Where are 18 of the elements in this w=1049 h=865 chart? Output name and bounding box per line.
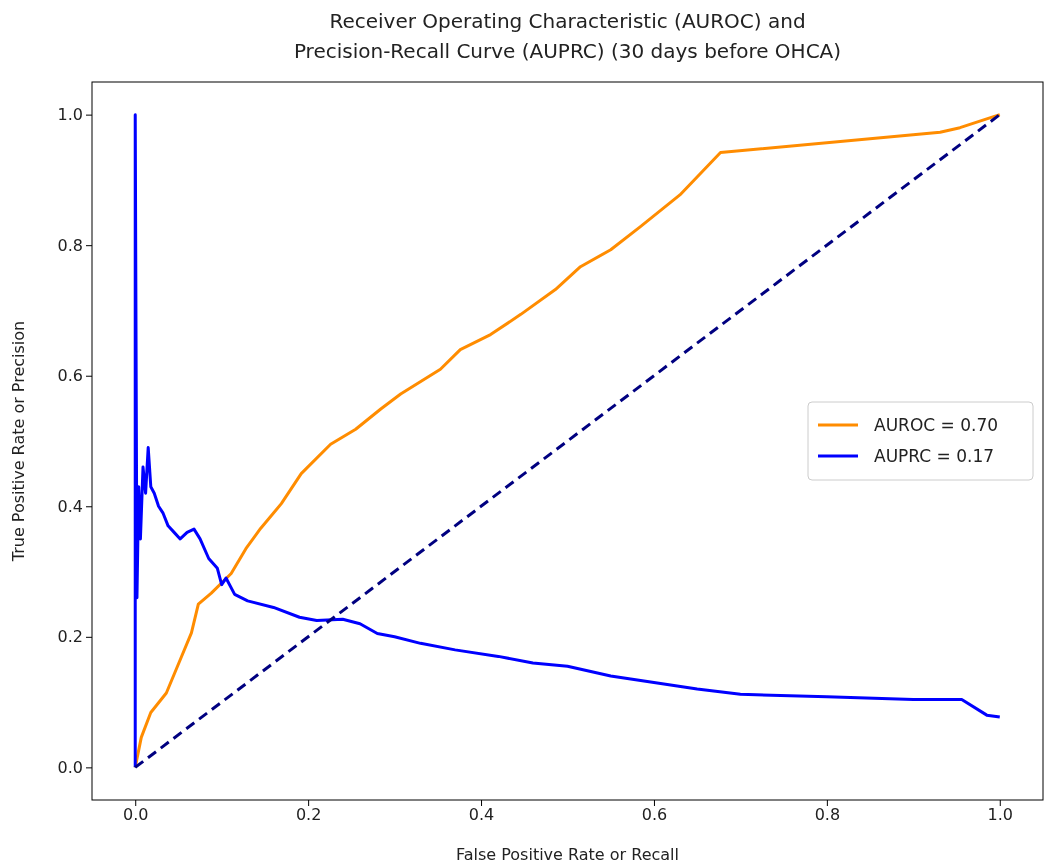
x-tick-label: 0.4 — [468, 805, 495, 825]
x-axis-title: False Positive Rate or Recall — [456, 845, 679, 864]
y-tick-label: 0.6 — [57, 366, 83, 386]
x-tick-label: 0.8 — [814, 805, 841, 825]
chart-title: Receiver Operating Characteristic (AUROC) and Precision-Recall Curve (AUPRC) (30 days before OHCA) — [293, 9, 842, 63]
x-tick-label: 0.0 — [123, 805, 149, 825]
y-tick-label: 0.4 — [57, 496, 83, 516]
x-tick-label: 1.0 — [987, 805, 1013, 825]
y-tick-label: 0.8 — [57, 235, 83, 255]
y-axis-title: True Positive Rate or Precision — [9, 320, 28, 563]
legend-label: AUPRC = 0.17 — [874, 446, 995, 466]
legend-label: AUROC = 0.70 — [874, 415, 999, 435]
y-tick-label: 0.2 — [57, 627, 83, 647]
x-tick-label: 0.6 — [641, 805, 668, 825]
x-tick-label: 0.2 — [295, 805, 322, 825]
y-tick-label: 1.0 — [57, 105, 83, 125]
y-tick-label: 0.0 — [57, 757, 83, 777]
line-series — [133, 113, 1002, 769]
